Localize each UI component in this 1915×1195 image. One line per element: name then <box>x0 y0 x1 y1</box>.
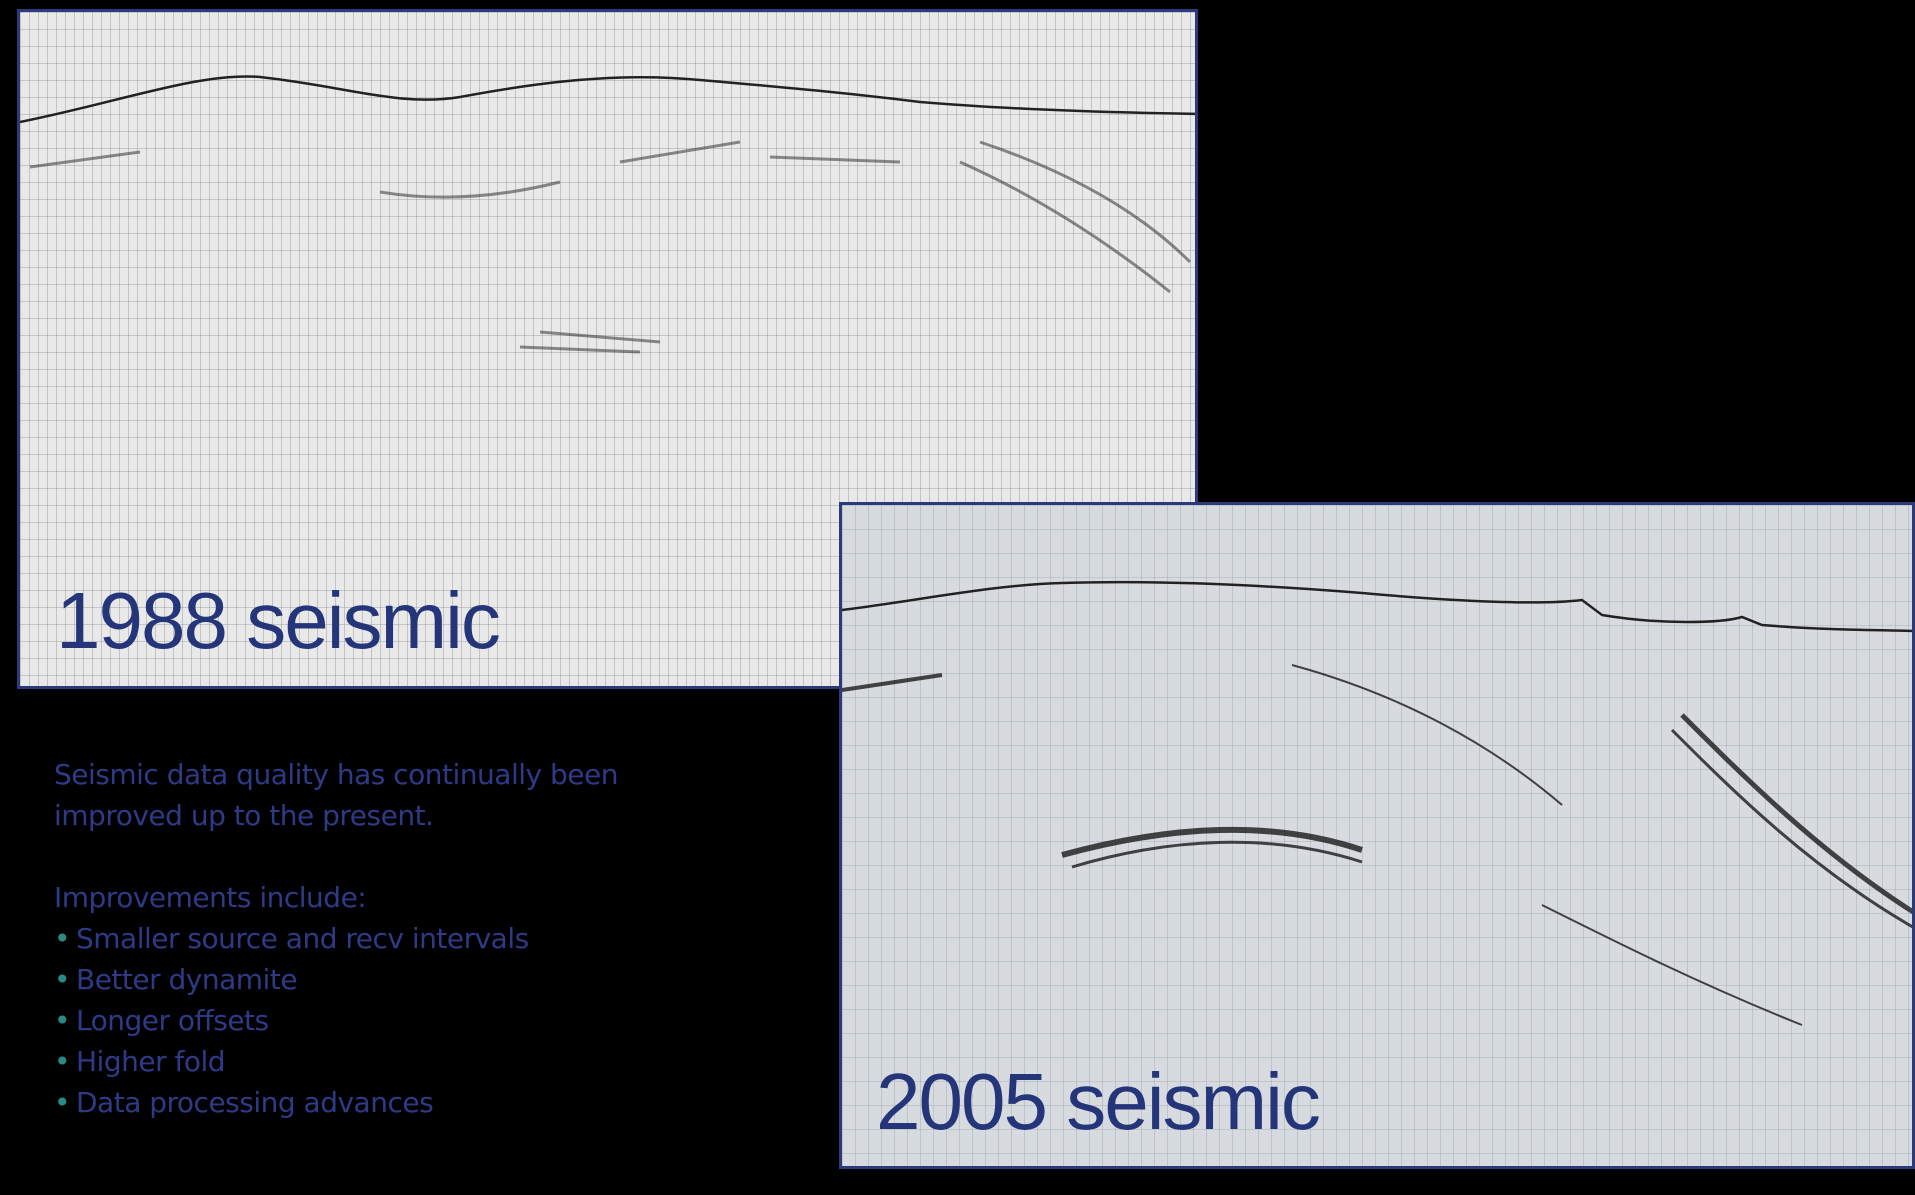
bullet: Higher fold <box>54 1041 814 1082</box>
seismic-panel-1988: 1988 seismic <box>17 9 1198 689</box>
bullet: Better dynamite <box>54 959 814 1000</box>
seismic-panel-2005: 2005 seismic <box>839 502 1915 1169</box>
notes: Seismic data quality has continually bee… <box>54 754 814 1123</box>
panel-label: 1988 seismic <box>56 576 501 665</box>
bullet-list: Smaller source and recv intervalsBetter … <box>54 918 814 1123</box>
seismic-image <box>20 12 1195 686</box>
bullet: Longer offsets <box>54 1000 814 1041</box>
bullet: Smaller source and recv intervals <box>54 918 814 959</box>
spacer <box>54 836 814 877</box>
list-heading: Improvements include: <box>54 881 367 914</box>
bullet: Data processing advances <box>54 1082 814 1123</box>
panel-label: 2005 seismic <box>876 1057 1321 1146</box>
seismic-image <box>842 505 1912 1166</box>
paragraph: Seismic data quality has continually bee… <box>54 758 618 832</box>
